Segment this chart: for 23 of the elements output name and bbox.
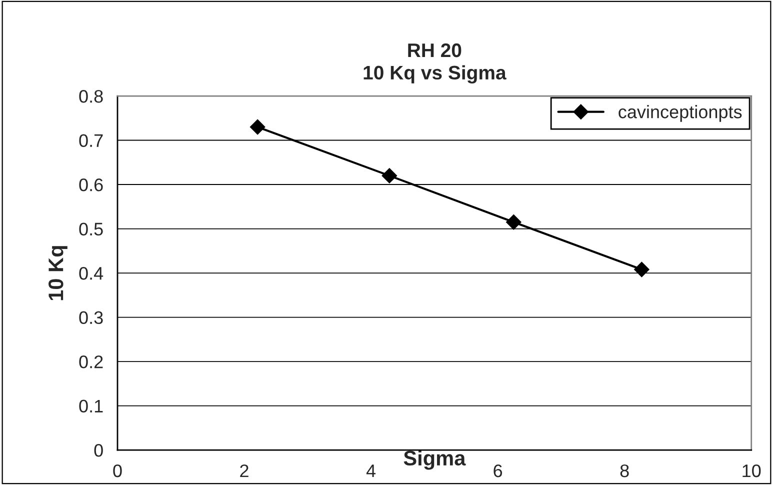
point <box>250 119 266 135</box>
y-tick-label: 0.4 <box>79 266 104 280</box>
x-tick-label: 8 <box>620 464 629 478</box>
y-tick-label: 0 <box>94 444 103 457</box>
y-axis-title: 10 Kq <box>48 246 68 300</box>
legend-label: cavinceptionpts <box>618 105 742 122</box>
y-tick-label: 0.3 <box>79 311 103 324</box>
x-axis-title: Sigma <box>404 450 466 470</box>
x-tick-label: 10 <box>742 464 761 478</box>
y-tick-label: 0.7 <box>79 134 103 148</box>
x-tick-label: 0 <box>113 464 122 478</box>
point <box>382 168 397 184</box>
y-tick-label: 0.8 <box>79 90 103 103</box>
y-tick-label: 0.2 <box>79 356 103 368</box>
x-tick-label: 4 <box>366 464 376 478</box>
x-tick-label: 2 <box>240 464 248 478</box>
y-tick-label: 0.6 <box>79 178 103 192</box>
y-tick-label: 0.1 <box>79 400 103 413</box>
point <box>634 262 650 278</box>
chart-title: RH 20 10 Kq vs Sigma <box>364 43 506 84</box>
y-tick-label: 0.5 <box>79 222 103 236</box>
point <box>506 214 522 230</box>
x-tick-label: 6 <box>494 464 502 478</box>
